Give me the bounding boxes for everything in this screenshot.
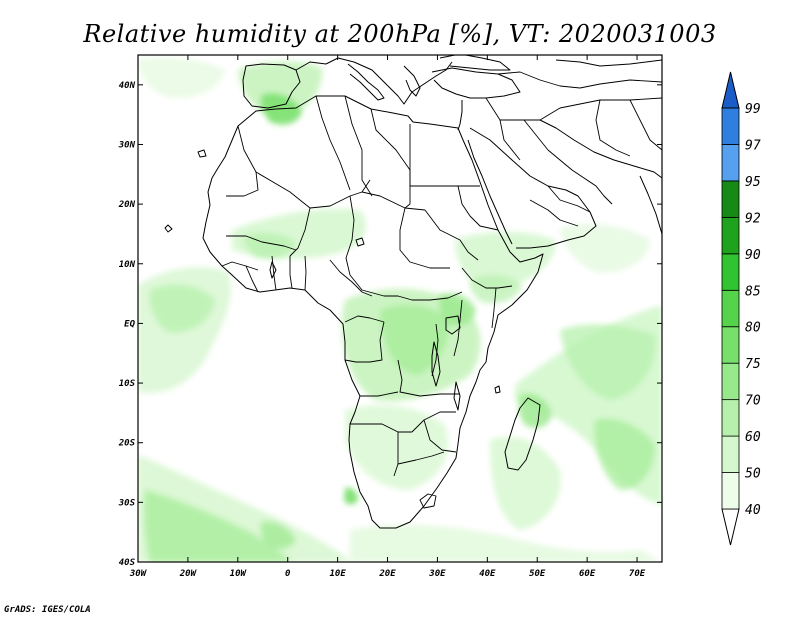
colorbar-level-label: 92 <box>745 211 761 226</box>
lat-tick-label: 30S <box>118 498 136 508</box>
colorbar-swatch <box>721 107 740 145</box>
lat-tick-label: 20S <box>118 439 136 449</box>
blacksea-coastline <box>439 55 511 71</box>
rh-area-southern-strip <box>350 524 662 562</box>
colorbar-level-label: 50 <box>745 467 761 482</box>
map-title: Relative humidity at 200hPa [%], VT: 202… <box>82 20 716 48</box>
colorbar-swatch <box>721 253 740 291</box>
lon-tick-label: 0 <box>285 569 291 579</box>
madagascar-coastline <box>504 397 541 471</box>
colorbar-swatch <box>721 216 740 255</box>
colorbar-level-label: 70 <box>745 394 761 409</box>
coastlines <box>164 55 662 529</box>
canary-islands <box>197 149 207 158</box>
colorbar-swatch <box>721 326 740 364</box>
lon-tick-label: 70E <box>629 569 646 579</box>
lake-tanganyika <box>431 341 441 387</box>
lat-tick-label: 40N <box>119 81 136 91</box>
lon-tick-label: 30E <box>428 569 446 579</box>
colorbar-swatch <box>721 435 740 473</box>
lat-tick-label: 10S <box>119 379 136 389</box>
colorbar-swatch <box>721 362 740 401</box>
lake-volta <box>269 261 277 279</box>
africa-coastline <box>202 95 544 529</box>
lon-tick-label: 60E <box>579 569 596 579</box>
lake-victoria <box>445 315 461 335</box>
colorbar-over-arrow <box>721 71 740 109</box>
italy-coastline <box>347 63 385 101</box>
colorbar-swatch <box>721 289 740 328</box>
colorbar-level-label: 99 <box>745 102 761 117</box>
iran-coastline <box>539 119 662 179</box>
iberia-coastline <box>242 63 301 109</box>
lat-tick-label: 40S <box>119 558 136 568</box>
cape-verde <box>164 224 173 233</box>
lon-tick-label: 20E <box>378 569 396 579</box>
colorbar-level-label: 97 <box>745 138 761 153</box>
india-coastline <box>639 175 662 235</box>
lat-tick-label: 30N <box>118 140 136 150</box>
plot-frame <box>137 54 663 563</box>
colorbar-level-label: 90 <box>745 248 761 263</box>
lat-tick-label: EQ <box>124 319 135 329</box>
lake-malawi <box>453 381 461 411</box>
lat-tick-label: 20N <box>118 200 136 210</box>
lake-chad <box>355 237 365 247</box>
rh-area-madagascar-channel <box>490 436 561 530</box>
lon-tick-label: 20W <box>179 569 198 579</box>
lon-tick-label: 30W <box>129 569 148 579</box>
greece-coastline <box>403 65 421 97</box>
colorbar-under-arrow <box>721 508 740 546</box>
europe-coastline <box>295 57 453 105</box>
persian-gulf-coast <box>547 149 613 205</box>
longitude-axis: 30W 20W 10W 0 10E 20E 30E 40E 50E 60E 70E <box>129 55 646 579</box>
colorbar-swatch <box>721 144 740 182</box>
rh-area-southernafrica <box>345 405 449 490</box>
redsea-coast-east <box>467 139 513 245</box>
colorbar-level-label: 95 <box>745 175 761 190</box>
inland-lakes <box>269 237 461 411</box>
colorbar-swatch <box>721 399 740 437</box>
rh-area-arabia <box>560 224 650 273</box>
latitude-axis: 40N 30N 20N 10N EQ 10S 20S 30S 40S <box>118 81 662 568</box>
country-borders <box>221 59 662 509</box>
colorbar-swatch <box>721 472 740 510</box>
colorbar-level-label: 80 <box>745 321 761 336</box>
colorbar-level-label: 75 <box>745 357 761 372</box>
lon-tick-label: 40E <box>479 569 496 579</box>
colorbar-swatch <box>721 180 740 218</box>
lon-tick-label: 10W <box>230 569 248 579</box>
levant-coastline <box>457 100 463 131</box>
colorbar-level-label: 40 <box>745 503 761 518</box>
grads-credit: GrADS: IGES/COLA <box>4 605 91 615</box>
colorbar-level-label: 60 <box>745 430 761 445</box>
lon-tick-label: 50E <box>529 569 546 579</box>
lat-tick-label: 10N <box>119 260 136 270</box>
comoros <box>494 385 501 394</box>
colorbar: 40 50 60 70 75 80 85 90 92 95 97 99 <box>721 71 761 546</box>
rh-area-northwest <box>138 57 225 99</box>
lon-tick-label: 10E <box>329 569 346 579</box>
turkey-coastline <box>431 67 521 99</box>
arabia-coastline <box>469 127 597 249</box>
rh-area-hornafrica <box>455 231 556 290</box>
colorbar-level-label: 85 <box>745 284 761 299</box>
humidity-field <box>138 57 662 562</box>
